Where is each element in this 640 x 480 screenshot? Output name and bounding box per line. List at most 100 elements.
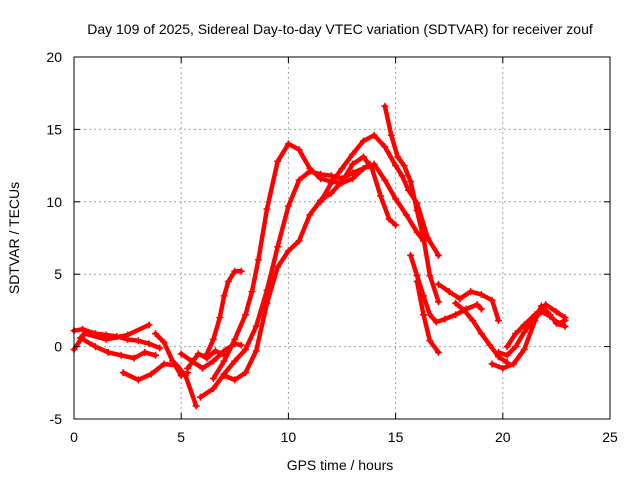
axis-ticks: 0 5 10 15 20 25 -5 0 5 10 15 20 (46, 49, 618, 445)
series-track-13-point (413, 206, 421, 214)
x-tick-label: 10 (281, 429, 297, 445)
series-track-5-point (151, 330, 159, 338)
series-track-19-point (520, 328, 528, 336)
series-track-11-point (338, 178, 346, 186)
series-track-5-point (169, 357, 177, 365)
series-track-11-point (349, 160, 357, 168)
series-track-10-point (242, 311, 250, 319)
series-track-13-point (381, 102, 389, 110)
series-track-10-point (263, 205, 271, 213)
series-track-12-point (327, 179, 335, 187)
series-track-9-point (242, 345, 250, 353)
series-track-2-point (91, 330, 99, 338)
series-track-8-point (237, 267, 245, 275)
series-track-17-point (460, 306, 468, 314)
series-track-10-point (349, 175, 357, 183)
series-track-10-point (254, 256, 262, 264)
series-track-14-point (452, 311, 460, 319)
series-track-16-point (445, 288, 453, 296)
series-track-10-point (248, 288, 256, 296)
y-tick-label: 5 (54, 266, 62, 282)
series-track-6-point (177, 350, 185, 358)
y-tick-label: 10 (46, 194, 62, 210)
series-track-10-point (274, 157, 282, 165)
series-track-18-point (510, 360, 518, 368)
series-track-12-point (381, 143, 389, 151)
series-track-17-point (486, 341, 494, 349)
series-track-16-point (495, 317, 503, 325)
series-track-20-point (520, 321, 528, 329)
series-track-19-point (555, 319, 563, 327)
series-track-7-point (212, 347, 220, 355)
series-track-10-point (402, 211, 410, 219)
series-track-19-point (495, 348, 503, 356)
series-track-11-point (377, 192, 385, 200)
series-track-2-point (156, 344, 164, 352)
series-track-16-point (488, 296, 496, 304)
series-track-20-point (531, 311, 539, 319)
series-track-11-point (295, 237, 303, 245)
series-track-8-point (231, 267, 239, 275)
series-track-6-point (209, 357, 217, 365)
series-track-10-point (306, 164, 314, 172)
series-track-15-point (419, 311, 427, 319)
series-track-3-point (141, 348, 149, 356)
series-track-4-point (160, 360, 168, 368)
series-track-10-point (295, 146, 303, 154)
y-tick-label: 0 (54, 339, 62, 355)
series-track-15-point (426, 337, 434, 345)
series-track-9-point (209, 385, 217, 393)
series-track-15-point (434, 348, 442, 356)
series-track-18-point (520, 345, 528, 353)
series-track-20-point (561, 314, 569, 322)
series-track-13-point (407, 178, 415, 186)
series-track-7-point (194, 350, 202, 358)
series-track-17-point (452, 299, 460, 307)
series-track-5-point (177, 372, 185, 380)
series-track-3-point (117, 351, 125, 359)
series-track-12-point (398, 172, 406, 180)
series-track-10-point (209, 374, 217, 382)
series-track-14-point (441, 315, 449, 323)
series-track-4-point (134, 376, 142, 384)
series-track-12-point (338, 164, 346, 172)
series-track-20-point (552, 308, 560, 316)
x-tick-label: 0 (70, 429, 78, 445)
series-track-12-point (359, 137, 367, 145)
grid-lines (74, 57, 610, 419)
y-tick-label: 15 (46, 121, 62, 137)
series-track-15-band (414, 279, 441, 355)
series-track-11-band (221, 154, 398, 383)
series-track-18-point (499, 364, 507, 372)
series-track-9-point (274, 243, 282, 251)
series-track-16-point (456, 295, 464, 303)
series-track-17-point (477, 330, 485, 338)
series-track-8-point (203, 350, 211, 358)
series-track-11-point (263, 299, 271, 307)
plot-frame (73, 56, 611, 420)
series-track-8-point (216, 314, 224, 322)
series-track-6-point (237, 341, 245, 349)
chart-title: Day 109 of 2025, Sidereal Day-to-day VTE… (87, 21, 593, 37)
series-track-17-point (469, 317, 477, 325)
series-track-10-point (413, 228, 421, 236)
series-track-12-point (434, 251, 442, 259)
series-track-3-point (104, 348, 112, 356)
series-track-20-point (512, 330, 520, 338)
series-track-14-point (432, 318, 440, 326)
series-track-11-point (231, 376, 239, 384)
series-track-2-point (145, 340, 153, 348)
series-track-7-point (184, 364, 192, 372)
series-track-13-point (434, 298, 442, 306)
series-track-2-point (113, 332, 121, 340)
series-track-10-point (284, 140, 292, 148)
series-track-1-point (145, 321, 153, 329)
series-track-13-point (394, 153, 402, 161)
series-track-19-point (546, 312, 554, 320)
series-track-18-point (488, 360, 496, 368)
series-track-9-point (252, 322, 260, 330)
series-track-12-point (370, 131, 378, 139)
x-tick-label: 25 (602, 429, 618, 445)
series-track-10-point (220, 357, 228, 365)
